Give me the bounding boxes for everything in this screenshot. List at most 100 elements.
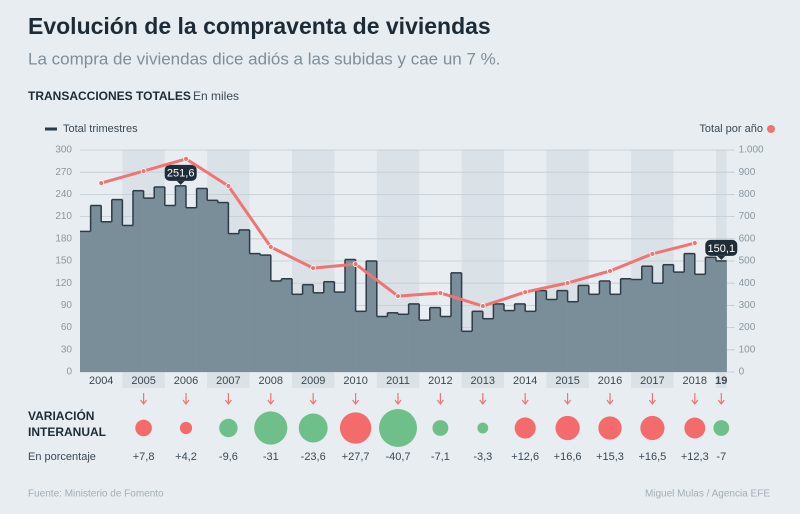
x-tick-label: 2012 (428, 375, 452, 387)
quarter-bar (684, 253, 696, 372)
variation-bubble (298, 413, 328, 443)
annual-point (479, 303, 486, 309)
quarter-bar (239, 229, 250, 372)
quarter-bar (398, 314, 409, 372)
annual-point (267, 244, 274, 250)
quarter-bar (122, 225, 134, 372)
quarter-bar (429, 307, 441, 372)
annual-point (352, 261, 359, 268)
variation-label: -3,3 (473, 451, 492, 463)
value-label-box (164, 164, 197, 181)
y-tick-label: 30 (61, 344, 73, 355)
variation-bubble (514, 417, 536, 439)
x-tick-label: 2006 (174, 375, 198, 387)
x-tick-label: 2013 (471, 375, 495, 387)
quarter-bar (493, 303, 505, 372)
legend-swatch (767, 125, 775, 133)
quarter-bar (355, 311, 367, 372)
quarter-bar (133, 190, 144, 372)
variation-label: -23,6 (301, 451, 326, 463)
quarter-bar (217, 202, 229, 372)
quarter-bar (525, 311, 537, 372)
variation-label: +12,6 (511, 451, 539, 463)
quarter-bar (111, 199, 123, 372)
arrow-head (352, 399, 360, 405)
variation-bubble (713, 420, 730, 436)
quarter-bar (535, 290, 547, 372)
legend-label: Total por año (699, 123, 763, 135)
x-tick-label: 2016 (598, 375, 622, 387)
annual-point (564, 280, 571, 286)
quarter-bar (101, 221, 113, 372)
source: Fuente: Ministerio de Fomento (28, 489, 164, 500)
quarter-bar (472, 311, 484, 372)
quarter-bar (207, 200, 219, 372)
quarter-bar (143, 198, 155, 372)
arrow-head (267, 399, 275, 405)
variation-label: +16,6 (554, 451, 582, 463)
x-tick-label: 2004 (89, 375, 113, 387)
quarter-bar (673, 272, 685, 372)
quarter-bar (175, 185, 187, 372)
arrow-head (479, 399, 487, 405)
x-tick-label: 2010 (343, 375, 367, 387)
y-tick-label: 120 (55, 278, 72, 289)
value-label-pointer (176, 180, 185, 185)
y2-tick-label: 400 (739, 278, 756, 289)
y2-tick-label: 0 (739, 367, 745, 378)
arrow-head (564, 399, 572, 405)
quarter-bar (376, 316, 388, 372)
quarter-bar (313, 292, 325, 372)
quarter-bar (419, 320, 431, 372)
x-tick-label: 2015 (555, 375, 579, 387)
y-tick-label: 0 (66, 367, 72, 378)
quarter-bar (451, 272, 462, 372)
variation-label: +27,7 (342, 451, 370, 463)
annual-point (395, 293, 401, 299)
quarter-bar (482, 318, 494, 372)
variation-bubble (432, 420, 449, 436)
quarter-bar (281, 278, 293, 372)
x-tick-label: 2014 (513, 375, 537, 387)
quarter-bar (408, 303, 420, 372)
quarter-bar (716, 260, 727, 372)
quarter-bar (154, 187, 166, 372)
arrow-head (182, 399, 190, 405)
y-tick-label: 240 (55, 189, 72, 200)
variation-label: +16,5 (638, 451, 666, 463)
quarter-bar (302, 284, 314, 372)
chart-subtitle: La compra de viviendas dice adiós a las … (28, 49, 501, 68)
variation-bubble (598, 416, 622, 440)
credit: Miguel Mulas / Agencia EFE (645, 489, 770, 500)
value-label-box (705, 239, 738, 256)
variation-label: +15,3 (596, 451, 624, 463)
y-tick-label: 300 (55, 145, 72, 156)
quarter-bar (641, 266, 653, 372)
arrow-head (394, 399, 402, 405)
chart-title: Evolución de la compraventa de viviendas (28, 13, 491, 39)
y-tick-label: 90 (61, 300, 73, 311)
variation-bubble (640, 415, 665, 441)
quarter-bar (387, 312, 399, 372)
x-tick-label: 2008 (259, 375, 283, 387)
y-tick-label: 180 (55, 233, 72, 244)
annual-point (98, 180, 105, 186)
annual-point (183, 155, 189, 162)
x-tick-label: 2009 (301, 375, 325, 387)
variation-label: -7 (716, 451, 726, 463)
arrow-head (691, 399, 699, 405)
y2-tick-label: 1.000 (739, 145, 764, 156)
quarter-bar (292, 294, 303, 372)
variation-label: +7,8 (133, 451, 155, 463)
variation-title: VARIACIÓN (28, 408, 94, 423)
variation-subtitle: En porcentaje (28, 451, 96, 463)
value-label-pointer (717, 255, 726, 260)
variation-bubble (555, 415, 580, 441)
annual-point (607, 268, 613, 274)
quarter-bar (514, 303, 526, 372)
annual-point (691, 240, 698, 246)
section-label: TRANSACCIONES TOTALES (28, 89, 191, 103)
arrow-head (140, 399, 148, 405)
legend-label: Total trimestres (63, 123, 138, 135)
quarter-bar (620, 278, 632, 372)
